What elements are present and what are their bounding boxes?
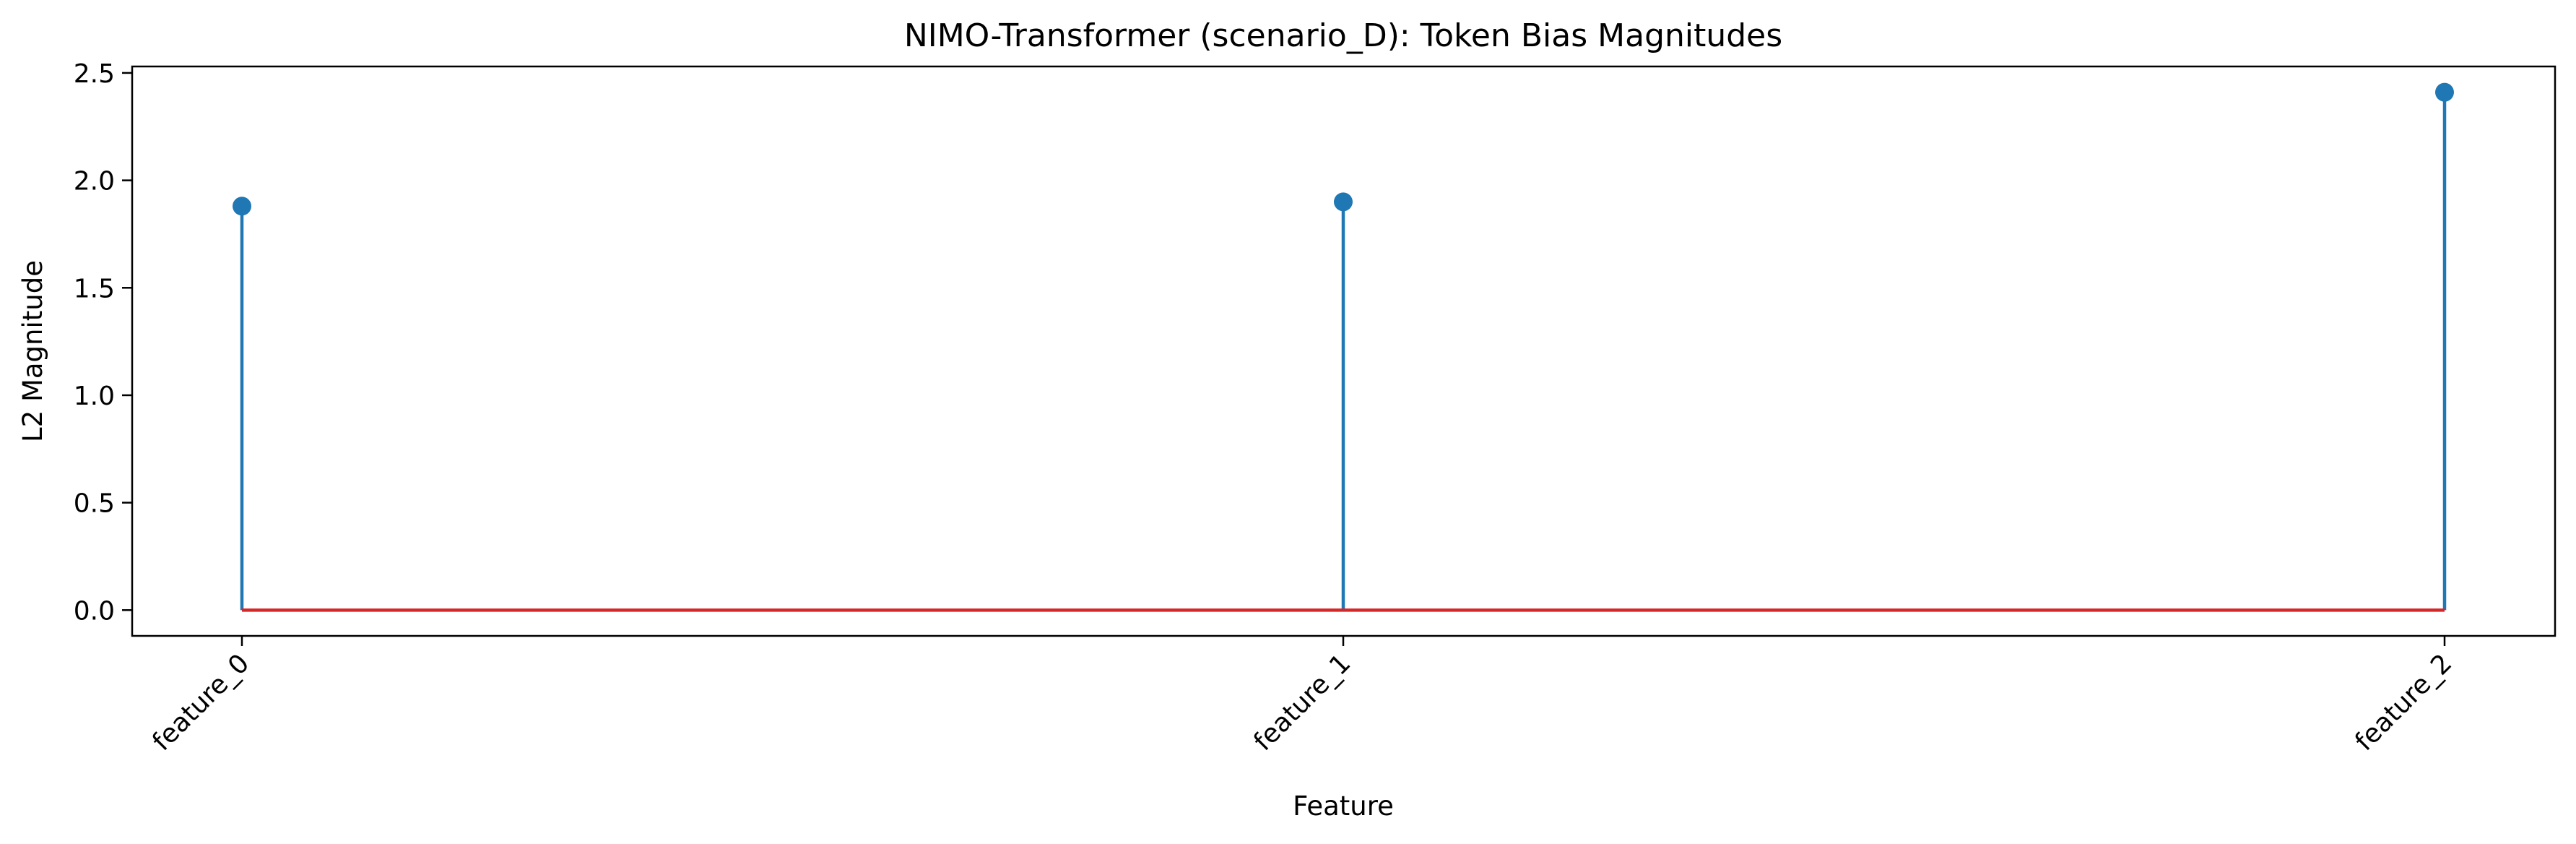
stem-marker	[233, 197, 251, 216]
y-tick-label: 1.0	[74, 382, 115, 411]
y-tick-label: 2.0	[74, 167, 115, 197]
x-axis-label: Feature	[1293, 791, 1394, 822]
y-tick-label: 0.5	[74, 489, 115, 519]
plot-frame	[131, 65, 2557, 637]
y-axis-label: L2 Magnitude	[17, 260, 48, 442]
stem-marker	[2435, 82, 2454, 102]
x-tick-label: feature_0	[147, 648, 256, 757]
chart-title: NIMO-Transformer (scenario_D): Token Bia…	[904, 17, 1782, 54]
stem-marker	[1334, 192, 1353, 212]
y-tick-label: 0.0	[74, 596, 115, 626]
x-tick-label: feature_1	[1249, 648, 1357, 757]
y-tick-label: 2.5	[74, 59, 115, 89]
x-tick-label: feature_2	[2350, 648, 2458, 757]
plot-area	[122, 72, 2454, 646]
y-tick-label: 1.5	[74, 274, 115, 303]
